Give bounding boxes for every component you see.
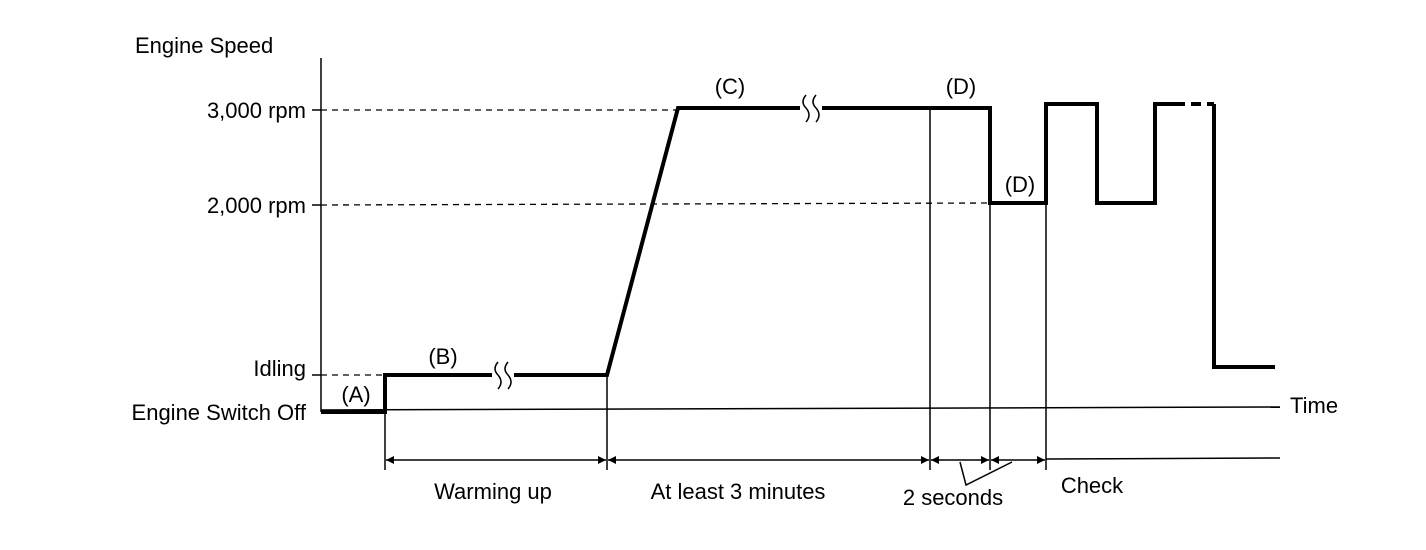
- level-label: Idling: [253, 356, 306, 381]
- phase-label: Check: [1061, 473, 1124, 498]
- trace: [1212, 104, 1275, 369]
- level-label: Engine Switch Off: [132, 400, 307, 425]
- phase-label: 2 seconds: [903, 485, 1003, 510]
- break-mark: [494, 361, 512, 390]
- break: [800, 98, 822, 118]
- level-label: 3,000 rpm: [207, 98, 306, 123]
- point-label: (D): [946, 74, 977, 99]
- point-label: (D): [1005, 172, 1036, 197]
- dashed-line: [320, 202, 991, 206]
- level-label: 2,000 rpm: [207, 193, 306, 218]
- speed-trace: [321, 94, 1275, 414]
- point-label: (B): [428, 344, 457, 369]
- point-label: (C): [715, 74, 746, 99]
- phase-label: At least 3 minutes: [651, 479, 826, 504]
- x-axis-label: Time: [1290, 393, 1338, 418]
- phase-label: Warming up: [434, 479, 552, 504]
- y-axis-label: Engine Speed: [135, 33, 273, 58]
- guide-lines: [320, 108, 1047, 470]
- x-axis: [320, 406, 1281, 411]
- axes: [312, 58, 1281, 412]
- phase-arrows: [386, 456, 1281, 487]
- point-label: (A): [341, 382, 370, 407]
- labels: Engine Speed Time 3,000 rpm 2,000 rpm Id…: [132, 33, 1339, 510]
- break-mark: [802, 94, 820, 123]
- trace: [321, 102, 1175, 414]
- break: [492, 365, 514, 385]
- callout: [959, 461, 1013, 487]
- timeline: [1045, 457, 1281, 460]
